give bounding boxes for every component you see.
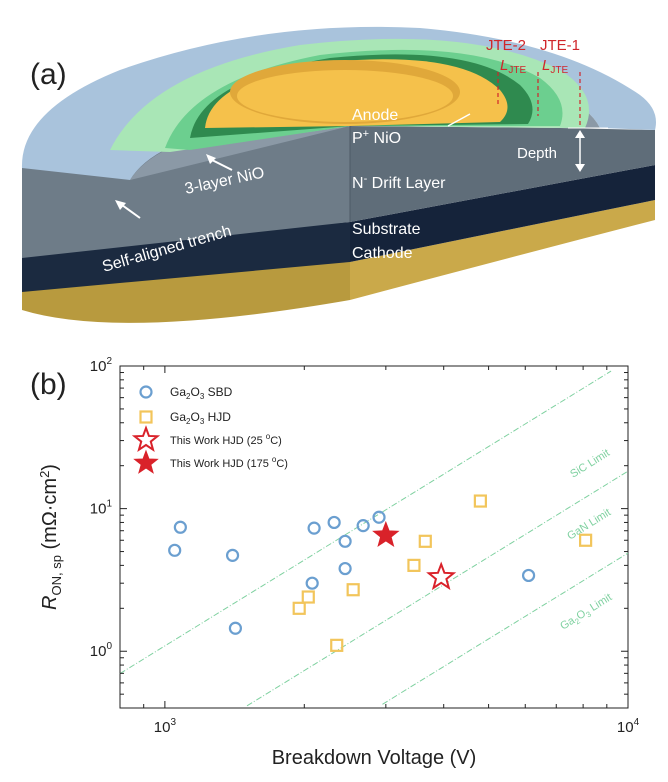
y-axis-label: RON, sp (mΩ·cm2)	[37, 464, 64, 610]
plot-frame	[119, 365, 629, 709]
data-points	[168, 494, 593, 652]
panel-a-label: (a)	[30, 58, 67, 91]
legend-label-sbd: Ga2O3 SBD	[170, 385, 233, 401]
limit-line-0	[119, 370, 612, 674]
data-point-star-filled-0	[372, 520, 400, 547]
legend-label-25c: This Work HJD (25 oC)	[170, 432, 282, 447]
legend-label-hjd: Ga2O3 HJD	[170, 410, 231, 426]
substrate-label: Substrate	[352, 221, 421, 238]
substrate-layer	[22, 222, 350, 292]
gan-limit-label: GaN Limit	[565, 506, 613, 542]
data-point-circle-9	[356, 519, 370, 533]
y-tick-label: 101	[90, 499, 113, 518]
limit-line-1	[246, 470, 629, 707]
data-point-circle-1	[173, 520, 187, 534]
data-point-square-3	[346, 583, 360, 597]
y-tick-label: 102	[90, 356, 113, 375]
legend-marker-sbd	[139, 385, 153, 399]
drift-layer-front-right	[350, 126, 655, 222]
data-point-circle-11	[521, 568, 536, 583]
data-point-circle-0	[168, 543, 182, 557]
trench-pointer	[121, 204, 141, 219]
data-point-star-open-0	[426, 561, 457, 591]
depth-label: Depth	[517, 145, 557, 162]
jte2-label: JTE-2	[486, 37, 526, 54]
substrate-layer-right	[350, 165, 655, 262]
data-point-square-5	[418, 534, 432, 548]
axis-ticks: 103 104 100 101 102	[90, 356, 640, 736]
legend-marker-25c	[131, 425, 161, 453]
device-schematic: (a) JTE-2 JTE-1 LJTE LJTE Anode P+ NiO D…	[21, 26, 656, 323]
x-tick-label: 104	[617, 717, 640, 736]
legend-marker-hjd	[139, 410, 153, 424]
anode-recess-inner	[237, 70, 453, 122]
data-point-circle-5	[305, 576, 319, 590]
data-point-square-6	[473, 494, 487, 508]
sic-limit-label: SiC Limit	[568, 447, 612, 481]
x-tick-label: 103	[154, 717, 177, 736]
cathode-layer-right	[350, 200, 655, 300]
data-point-circle-2	[225, 548, 240, 562]
data-point-square-4	[407, 558, 421, 572]
drift-label: N- Drift Layer	[352, 173, 446, 192]
jte1-label: JTE-1	[540, 37, 580, 54]
anode-label: Anode	[352, 107, 398, 124]
panel-b-label: (b)	[30, 368, 67, 401]
data-point-circle-7	[338, 534, 352, 548]
ga2o3-limit-label: Ga2O3 Limit	[558, 591, 615, 634]
legend-marker-175c	[133, 449, 159, 474]
data-point-square-7	[579, 533, 593, 547]
limit-line-2	[382, 552, 629, 705]
pnio-pointer	[447, 113, 471, 127]
data-point-circle-10	[372, 510, 386, 524]
data-point-square-1	[301, 590, 315, 604]
y-tick-label: 100	[90, 641, 113, 660]
data-point-circle-4	[307, 521, 321, 535]
limit-lines	[119, 370, 629, 707]
data-point-circle-8	[338, 561, 352, 576]
data-point-square-2	[330, 638, 344, 652]
data-point-circle-3	[228, 621, 243, 635]
legend: Ga2O3 SBD Ga2O3 HJD This Work HJD (25 oC…	[131, 385, 288, 474]
nio3-pointer	[211, 159, 233, 171]
cathode-label: Cathode	[352, 245, 413, 262]
ljte-label-1: LJTE	[500, 57, 526, 76]
legend-label-175c: This Work HJD (175 oC)	[170, 455, 288, 470]
pnio-label: P+ NiO	[352, 128, 401, 147]
data-point-square-0	[292, 601, 306, 615]
ljte-label-2: LJTE	[542, 57, 568, 76]
x-axis-label: Breakdown Voltage (V)	[272, 747, 477, 769]
data-point-circle-6	[327, 515, 341, 530]
